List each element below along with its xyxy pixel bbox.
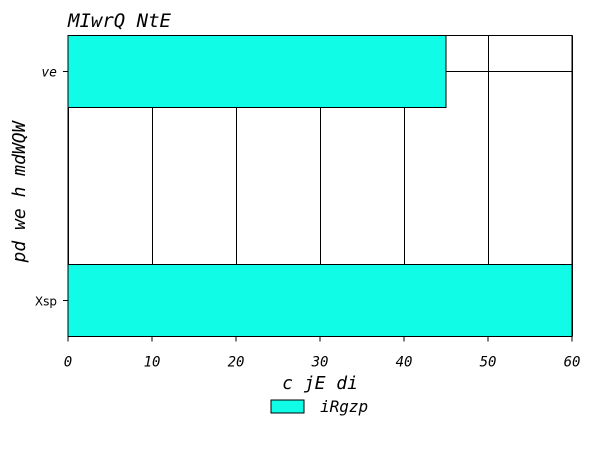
bar-ve [67, 35, 447, 108]
x-tick-label-3: 30 [311, 355, 329, 371]
x-ticks: 0 10 20 30 40 50 60 [64, 336, 581, 371]
y-category-label-0: ve [41, 65, 57, 80]
x-axis-label: c jE di [282, 373, 358, 394]
y-category-labels: ve Xsp [35, 65, 68, 309]
y-category-label-1: Xsp [35, 295, 57, 309]
y-axis-label: pd we h mdWQW [9, 119, 30, 263]
x-tick-label-1: 10 [144, 355, 161, 371]
x-tick-label-6: 60 [564, 355, 581, 371]
x-tick-label-2: 20 [228, 355, 245, 371]
legend-label: iRgzp [320, 397, 368, 416]
legend-swatch [270, 399, 305, 414]
legend: iRgzp [270, 397, 368, 416]
bars [67, 35, 573, 337]
x-tick-label-5: 50 [480, 355, 497, 371]
chart-title: MIwrQ NtE [67, 10, 172, 32]
x-tick-label-4: 40 [396, 355, 413, 371]
bar-Xsp [67, 264, 573, 337]
x-tick-label-0: 0 [64, 355, 72, 371]
